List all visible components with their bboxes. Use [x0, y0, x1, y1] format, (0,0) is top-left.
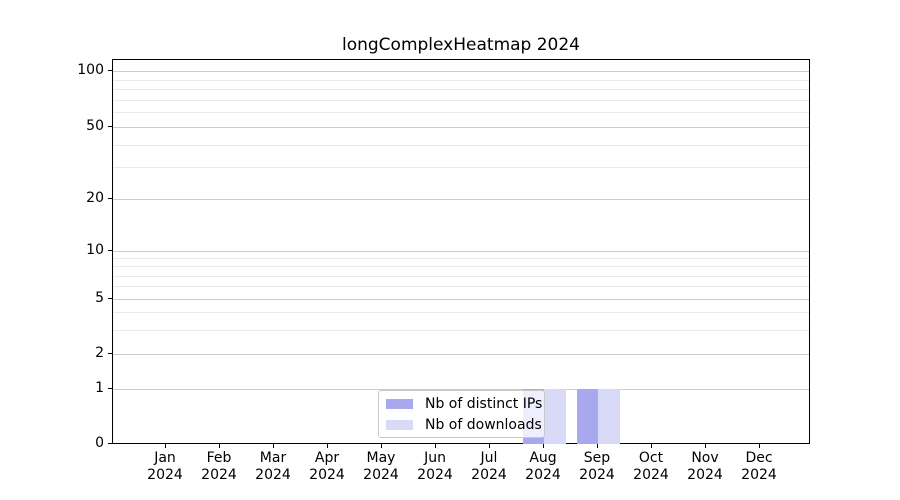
legend-label-downloads: Nb of downloads — [425, 416, 542, 433]
x-tick-year: 2024 — [471, 467, 507, 483]
x-tick-mark — [381, 444, 382, 448]
legend-item-downloads: Nb of downloads — [386, 416, 542, 433]
x-tick-mark — [543, 444, 544, 448]
y-tick-label: 0 — [95, 435, 104, 451]
x-tick-year: 2024 — [255, 467, 291, 483]
y-tick-label: 5 — [95, 290, 104, 306]
x-tick-year: 2024 — [525, 467, 561, 483]
x-tick-label: Apr 2024 — [297, 450, 357, 484]
y-tick-label: 2 — [95, 345, 104, 361]
y-tick-mark — [108, 126, 112, 127]
gridline-minor — [113, 112, 809, 114]
x-tick-year: 2024 — [741, 467, 777, 483]
x-tick-label: Sep 2024 — [567, 450, 627, 484]
gridline-minor — [113, 266, 809, 268]
bar-layer — [113, 60, 809, 444]
gridline-major — [113, 199, 809, 200]
y-tick-label: 1 — [95, 380, 104, 396]
legend: Nb of distinct IPs Nb of downloads — [378, 390, 545, 438]
x-tick-year: 2024 — [201, 467, 237, 483]
gridline-minor — [113, 99, 809, 101]
x-tick-mark — [759, 444, 760, 448]
legend-label-distinct-ips: Nb of distinct IPs — [425, 395, 543, 412]
y-tick-label: 50 — [86, 118, 104, 134]
x-tick-label: Feb 2024 — [189, 450, 249, 484]
y-tick-label: 100 — [77, 62, 104, 78]
bar-distinct-ips-sep — [576, 389, 598, 444]
x-tick-year: 2024 — [579, 467, 615, 483]
x-tick-label: Jun 2024 — [405, 450, 465, 484]
y-tick-label: 10 — [86, 242, 104, 258]
bar-downloads-sep — [598, 389, 620, 444]
x-tick-mark — [435, 444, 436, 448]
gridline-major — [113, 299, 809, 300]
x-tick-label: Mar 2024 — [243, 450, 303, 484]
x-tick-year: 2024 — [363, 467, 399, 483]
x-tick-year: 2024 — [417, 467, 453, 483]
y-tick-mark — [108, 70, 112, 71]
x-tick-mark — [327, 444, 328, 448]
x-tick-year: 2024 — [633, 467, 669, 483]
y-tick-mark — [108, 298, 112, 299]
x-tick-mark — [597, 444, 598, 448]
gridline-minor — [113, 275, 809, 277]
y-tick-mark — [108, 353, 112, 354]
gridline-major — [113, 389, 809, 390]
plot-area: Nb of distinct IPs Nb of downloads — [112, 59, 810, 444]
legend-swatch-downloads — [386, 419, 413, 430]
x-tick-mark — [219, 444, 220, 448]
legend-item-distinct-ips: Nb of distinct IPs — [386, 395, 542, 412]
x-tick-label: Dec 2024 — [729, 450, 789, 484]
gridline-minor — [113, 286, 809, 288]
grid-layer — [113, 60, 809, 443]
gridline-minor — [113, 89, 809, 91]
y-tick-mark — [108, 443, 112, 444]
x-tick-mark — [705, 444, 706, 448]
gridline-minor — [113, 79, 809, 81]
x-tick-mark — [489, 444, 490, 448]
x-tick-label: Aug 2024 — [513, 450, 573, 484]
y-tick-mark — [108, 198, 112, 199]
x-tick-year: 2024 — [309, 467, 345, 483]
x-tick-label: Jan 2024 — [135, 450, 195, 484]
gridline-major — [113, 127, 809, 128]
x-tick-mark — [165, 444, 166, 448]
x-tick-mark — [273, 444, 274, 448]
gridline-minor — [113, 312, 809, 314]
gridline-minor — [113, 258, 809, 260]
gridline-major — [113, 251, 809, 252]
x-tick-year: 2024 — [147, 467, 183, 483]
x-tick-label: Oct 2024 — [621, 450, 681, 484]
x-tick-label: Jul 2024 — [459, 450, 519, 484]
x-tick-mark — [651, 444, 652, 448]
gridline-major — [113, 71, 809, 72]
gridline-minor — [113, 329, 809, 331]
x-tick-year: 2024 — [687, 467, 723, 483]
gridline-minor — [113, 144, 809, 146]
x-tick-label: May 2024 — [351, 450, 411, 484]
chart-title: longComplexHeatmap 2024 — [341, 35, 581, 55]
y-tick-mark — [108, 388, 112, 389]
gridline-major — [113, 354, 809, 355]
x-tick-label: Nov 2024 — [675, 450, 735, 484]
y-tick-label: 20 — [86, 190, 104, 206]
bar-downloads-aug — [544, 389, 566, 444]
legend-swatch-distinct-ips — [386, 398, 413, 409]
gridline-minor — [113, 167, 809, 169]
y-tick-mark — [108, 250, 112, 251]
